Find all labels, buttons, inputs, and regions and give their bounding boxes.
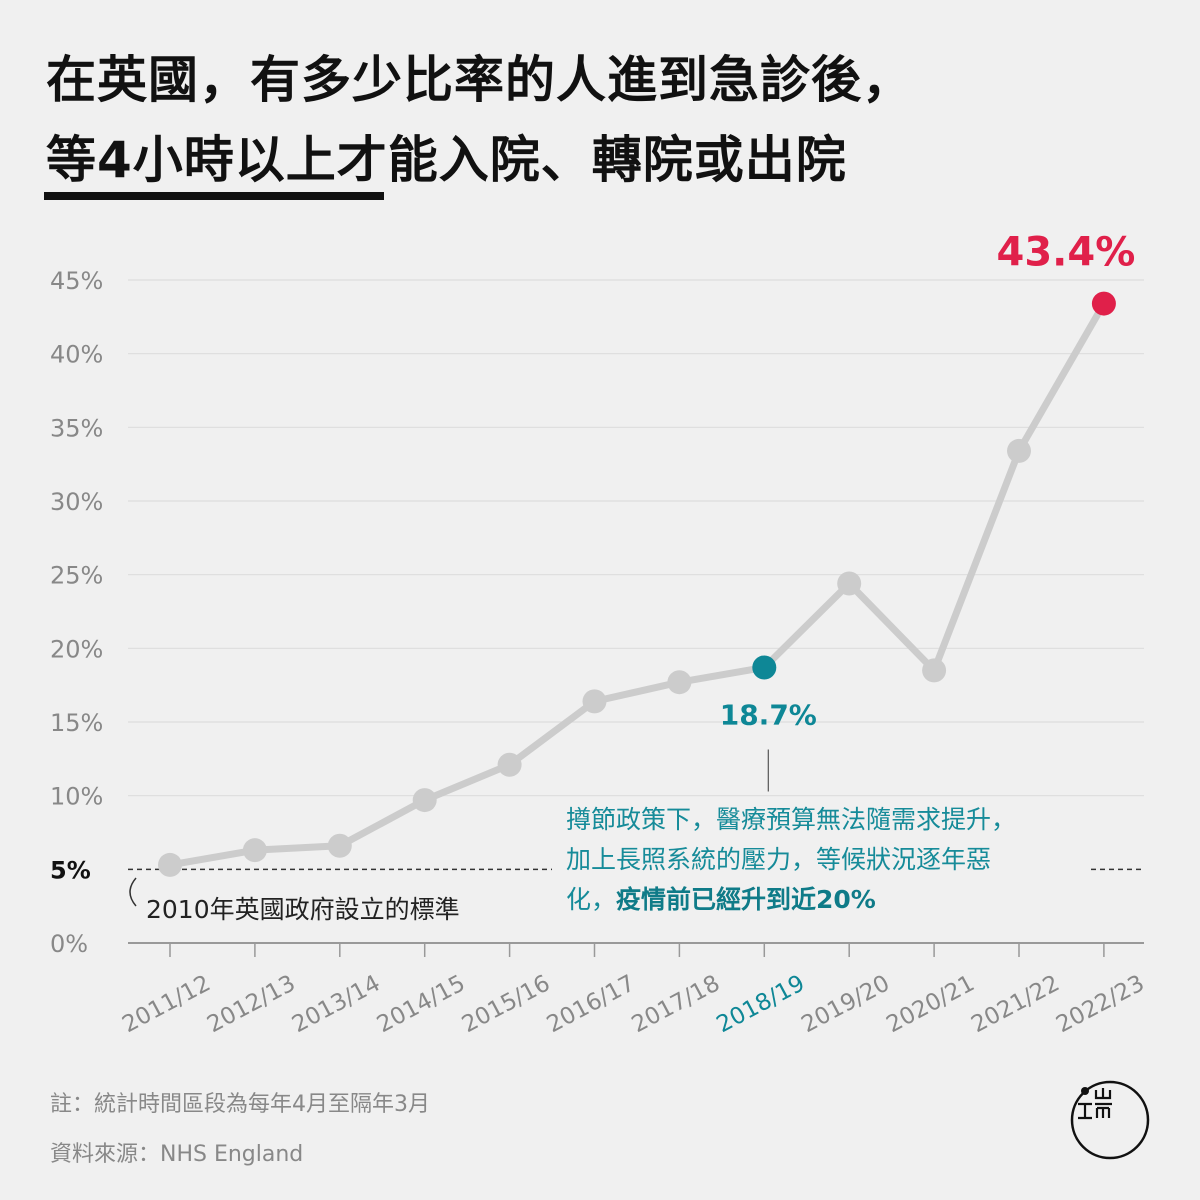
y-tick-label: 15% (50, 709, 103, 737)
data-point (1007, 438, 1031, 463)
chart-title-line1: 在英國，有多少比率的人進到急診後， (46, 51, 913, 109)
title-underline (44, 192, 384, 200)
data-point (837, 571, 862, 596)
annotation-line3-bold: 疫情前已經升到近20% (616, 885, 876, 914)
chart-title-line2: 等4小時以上才能入院、轉院或出院 (46, 120, 847, 192)
y-tick-label: 5% (50, 856, 91, 884)
data-point (667, 670, 692, 695)
x-tick-label: 2014/15 (373, 970, 470, 1038)
x-tick-label: 2011/12 (118, 970, 215, 1038)
data-label-highlight: 43.4% (997, 230, 1136, 276)
x-tick-label: 2016/17 (543, 970, 640, 1038)
x-tick-label: 2012/13 (203, 970, 300, 1038)
annotation-line1: 撙節政策下，醫療預算無法隨需求提升， (566, 805, 1017, 834)
y-tick-label: 30% (50, 488, 103, 516)
data-point (752, 655, 777, 680)
y-tick-label: 0% (50, 930, 88, 958)
footnote: 註：統計時間區段為每年4月至隔年3月 (50, 1092, 430, 1117)
x-tick-label: 2018/19 (713, 970, 810, 1038)
x-tick-label: 2021/22 (967, 970, 1064, 1038)
x-tick-label: 2015/16 (458, 970, 555, 1038)
data-point (242, 838, 267, 863)
series-line (169, 301, 1107, 869)
x-tick-label: 2019/20 (797, 970, 894, 1038)
reference-line-label: 2010年英國政府設立的標準 (146, 890, 464, 926)
x-tick-label: 2020/21 (882, 970, 979, 1038)
annotation-box: 撙節政策下，醫療預算無法隨需求提升， 加上長照系統的壓力，等候狀況逐年惡 化，疫… (552, 800, 1091, 920)
source-note: 資料來源：NHS England (50, 1142, 304, 1167)
annotation-line3: 化，疫情前已經升到近20% (566, 880, 1091, 920)
x-tick-label: 2017/18 (628, 970, 725, 1038)
data-point (412, 788, 437, 813)
data-label-highlight: 18.7% (720, 698, 817, 731)
x-tick-label: 2022/23 (1052, 970, 1149, 1038)
y-tick-label: 25% (50, 562, 103, 590)
title-rest: 才能入院、轉院或出院 (336, 131, 847, 189)
data-point (582, 689, 607, 714)
y-tick-label: 10% (50, 783, 103, 811)
reference-bracket (129, 877, 137, 907)
data-point (922, 658, 947, 683)
x-tick-label: 2013/14 (288, 970, 385, 1038)
data-point (497, 752, 522, 777)
data-point (327, 833, 352, 858)
y-tick-label: 20% (50, 635, 103, 663)
annotation-line2: 加上長照系統的壓力，等候狀況逐年惡 (566, 845, 992, 874)
y-tick-label: 40% (50, 341, 103, 369)
data-point (1091, 291, 1116, 316)
y-tick-label: 45% (50, 267, 103, 295)
data-point (158, 852, 182, 877)
annotation-line3-plain: 化， (566, 885, 617, 914)
title-underlined-part: 等4小時以上 (46, 131, 337, 189)
y-tick-label: 35% (50, 414, 103, 442)
